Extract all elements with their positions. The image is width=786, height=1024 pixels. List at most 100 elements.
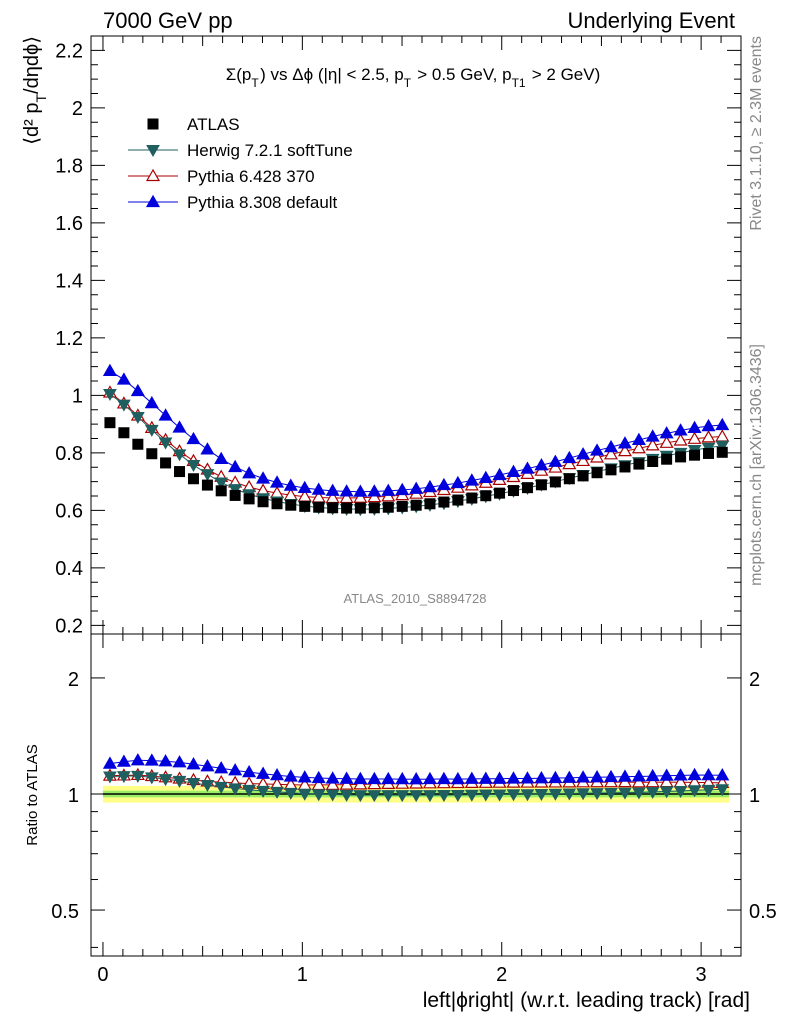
herwig-7-2-1-softtune-ratio-point [701, 784, 716, 797]
pythia-8-308-default-point [256, 471, 271, 484]
pythia-8-308-default-point [478, 470, 493, 483]
pythia-8-308-default-ratio-point [576, 770, 591, 783]
pythia-8-308-default-point [381, 483, 396, 496]
legend-marker-atlas [147, 118, 159, 130]
pythia-8-308-default-ratio-point [214, 761, 229, 774]
pythia-8-308-default-ratio-point [715, 768, 730, 781]
pythia-8-308-default-point [562, 450, 577, 464]
herwig-7-2-1-softtune-ratio-point [534, 788, 549, 801]
atlas-point [160, 457, 172, 469]
atlas-point [368, 502, 380, 514]
pythia-8-308-default-point [715, 417, 730, 431]
y-tick-label: 1.8 [55, 155, 83, 177]
pythia-8-308-default-point [339, 484, 354, 497]
herwig-7-2-1-softtune-ratio-point [645, 787, 660, 800]
pythia-6-428-370-point [590, 450, 605, 463]
pythia-8-308-default-point [520, 461, 535, 474]
pythia-8-308-default-ratio-point [102, 756, 117, 769]
pythia-8-308-default-ratio-point [492, 771, 507, 784]
legend-label-herwig-7-2-1-softtune: Herwig 7.2.1 softTune [187, 141, 353, 160]
herwig-7-2-1-softtune-point [186, 459, 201, 472]
pythia-8-308-default-point [311, 482, 326, 495]
pythia-8-308-default-point [228, 459, 243, 473]
pythia-8-308-default-ratio-point [701, 767, 716, 781]
atlas-point [675, 451, 687, 463]
pythia-8-308-default-ratio-point [645, 768, 660, 782]
pythia-8-308-default-ratio-point [339, 771, 354, 784]
pythia-6-428-370-point [576, 453, 591, 467]
atlas-point [146, 448, 158, 460]
pythia-6-428-370-point [645, 438, 660, 451]
pythia-6-428-370-point [603, 447, 619, 460]
pythia-8-308-default-ratio-point [283, 769, 298, 782]
legend: ATLAS Herwig 7.2.1 softTune Pythia 6.428 3… [128, 115, 353, 212]
herwig-7-2-1-softtune-ratio-point [437, 790, 451, 803]
herwig-7-2-1-softtune-ratio-point [576, 788, 590, 801]
pythia-8-308-default-point [200, 442, 215, 455]
pythia-8-308-default-point [603, 439, 619, 453]
herwig-7-2-1-softtune-ratio-point [367, 790, 382, 803]
herwig-7-2-1-softtune-ratio-point [632, 787, 646, 800]
y-tick-label: 0.2 [55, 615, 83, 637]
atlas-point [591, 467, 603, 479]
atlas-point [452, 494, 464, 506]
y-tick-label: 1 [72, 385, 83, 407]
herwig-7-2-1-softtune-ratio-point [172, 775, 187, 788]
pythia-8-308-default-point [701, 418, 716, 432]
atlas-point [438, 496, 450, 508]
herwig-7-2-1-softtune-ratio-point [270, 786, 284, 799]
x-tick-labels: 0 1 2 3 [97, 964, 706, 986]
y-tick-label: 1.6 [55, 213, 83, 235]
y-tick-label: 2.2 [55, 40, 83, 62]
herwig-7-2-1-softtune-point [158, 437, 173, 450]
herwig-7-2-1-softtune-ratio-point [492, 789, 507, 802]
pythia-8-308-default-ratio-point [450, 771, 465, 785]
atlas-point [466, 492, 478, 504]
atlas-point [689, 449, 701, 461]
x-tick-label: 2 [496, 964, 507, 986]
atlas-point [577, 470, 589, 482]
herwig-7-2-1-softtune-ratio-point [297, 788, 312, 801]
main-y-axis-label: ⟨d² pT/dηdϕ⟩ [21, 36, 49, 145]
pythia-8-308-default-point [576, 447, 591, 460]
pythia-8-308-default-ratio-point [687, 767, 702, 781]
header-right: Underlying Event [567, 8, 735, 33]
main-panel: 0.2 0.4 0.6 0.8 1 1.2 1.4 1.6 1.8 2 2.2 Σ(pT ) vs … [21, 35, 742, 637]
y-tick-label: 0.4 [55, 558, 83, 580]
herwig-7-2-1-softtune-point [144, 424, 159, 437]
herwig-7-2-1-softtune-point [214, 477, 229, 490]
pythia-6-428-370-point [353, 490, 368, 503]
pythia-8-308-default-point [436, 477, 451, 491]
pythia-8-308-default-ratio-point [603, 769, 619, 783]
atlas-point [243, 493, 255, 505]
pythia-8-308-default-ratio-point [200, 759, 215, 772]
x-tick-label: 0 [97, 964, 108, 986]
x-tick-label: 1 [297, 964, 308, 986]
x-axis-label: left|ϕright| (w.r.t. leading track) [rad… [423, 989, 750, 1012]
pythia-8-308-default-point [367, 484, 382, 497]
atlas-point [174, 466, 186, 478]
legend-marker-pythia-6-428-370 [145, 168, 161, 182]
y-tick-label: 1.4 [55, 270, 83, 292]
herwig-7-2-1-softtune-ratio-point [339, 789, 354, 802]
pythia-6-428-370-point [631, 441, 646, 454]
pythia-8-308-default-point [172, 420, 187, 433]
herwig-7-2-1-softtune-ratio-point [214, 781, 229, 794]
ratio-y-axis-label: Ratio to ATLAS [24, 744, 41, 845]
pythia-6-428-370-ratio-point [339, 777, 354, 790]
herwig-7-2-1-softtune-ratio-point [311, 789, 326, 802]
pythia-8-308-default-ratio-point [242, 764, 257, 778]
main-axis-ticks: 0.2 0.4 0.6 0.8 1 1.2 1.4 1.6 1.8 2 2.2 [55, 35, 741, 637]
atlas-point [396, 500, 408, 512]
pythia-8-308-default-ratio-point [381, 771, 396, 785]
ratio-axis-ticks: 0.5 0.5 1 1 2 2 [51, 634, 777, 956]
ratio-y-tick-label-left: 1 [68, 785, 79, 807]
mcplots-label: mcplots.cern.ch [arXiv:1306.3436] [748, 344, 765, 586]
atlas-point [341, 502, 353, 514]
pythia-6-428-370-point [339, 490, 354, 504]
ratio-y-tick-label-right: 1 [749, 785, 760, 807]
pythia-8-308-default-point [464, 473, 479, 486]
pythia-8-308-default-ratio-point [673, 768, 688, 781]
pythia-8-308-default-ratio-point [506, 771, 521, 784]
